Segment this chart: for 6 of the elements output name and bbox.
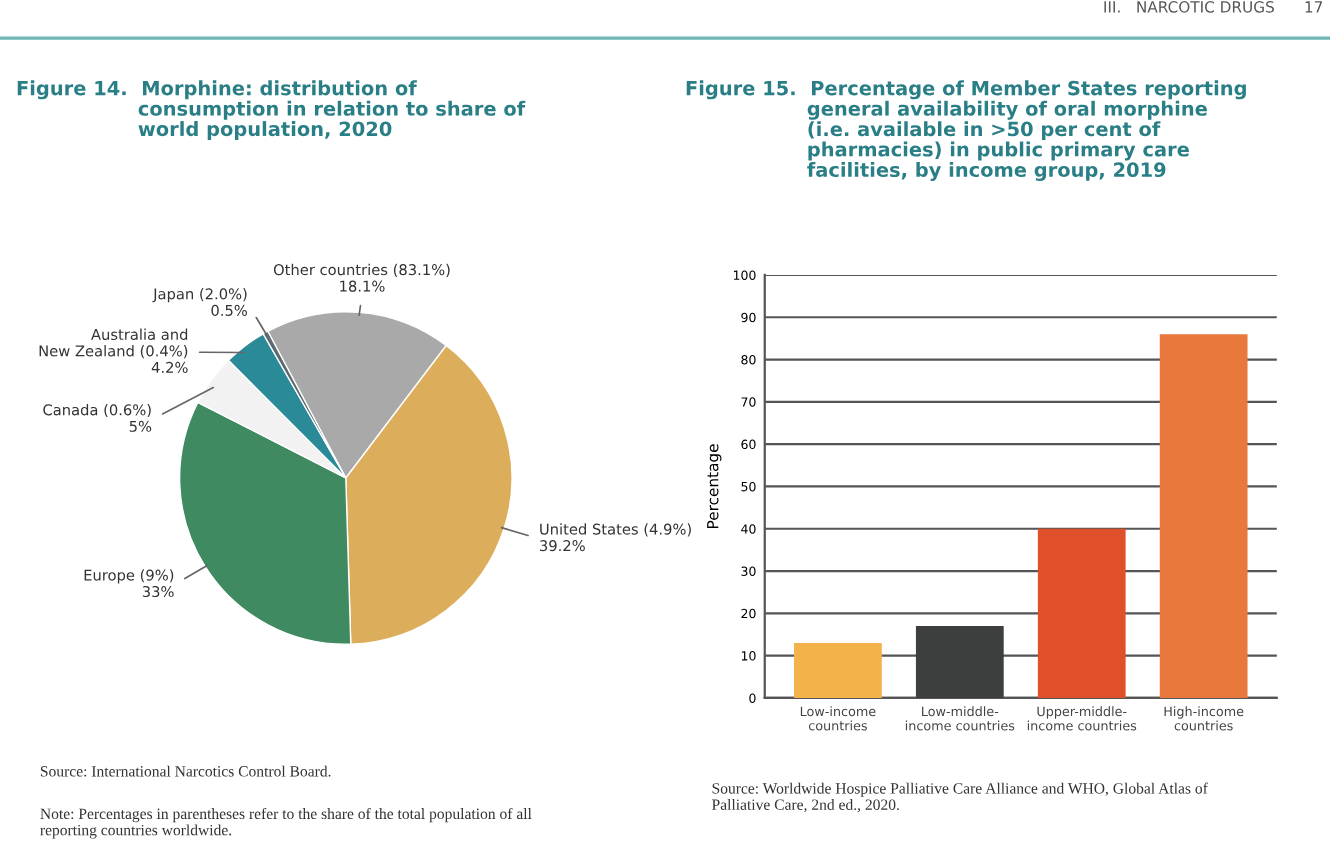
bar	[1037, 528, 1126, 698]
bar	[1159, 334, 1248, 698]
bar	[915, 626, 1004, 698]
chart-title: Figure 14. Morphine: distribution of consumption in relation to share of world population, 2020	[17, 80, 526, 140]
chart-title: Figure 15. Percentage of Member States reporting general availability of oral morphine (i.e. available in >50 per cent of pharmacies) in public primary care facilities, by income group, 2019	[686, 80, 1246, 181]
bar	[794, 642, 882, 698]
